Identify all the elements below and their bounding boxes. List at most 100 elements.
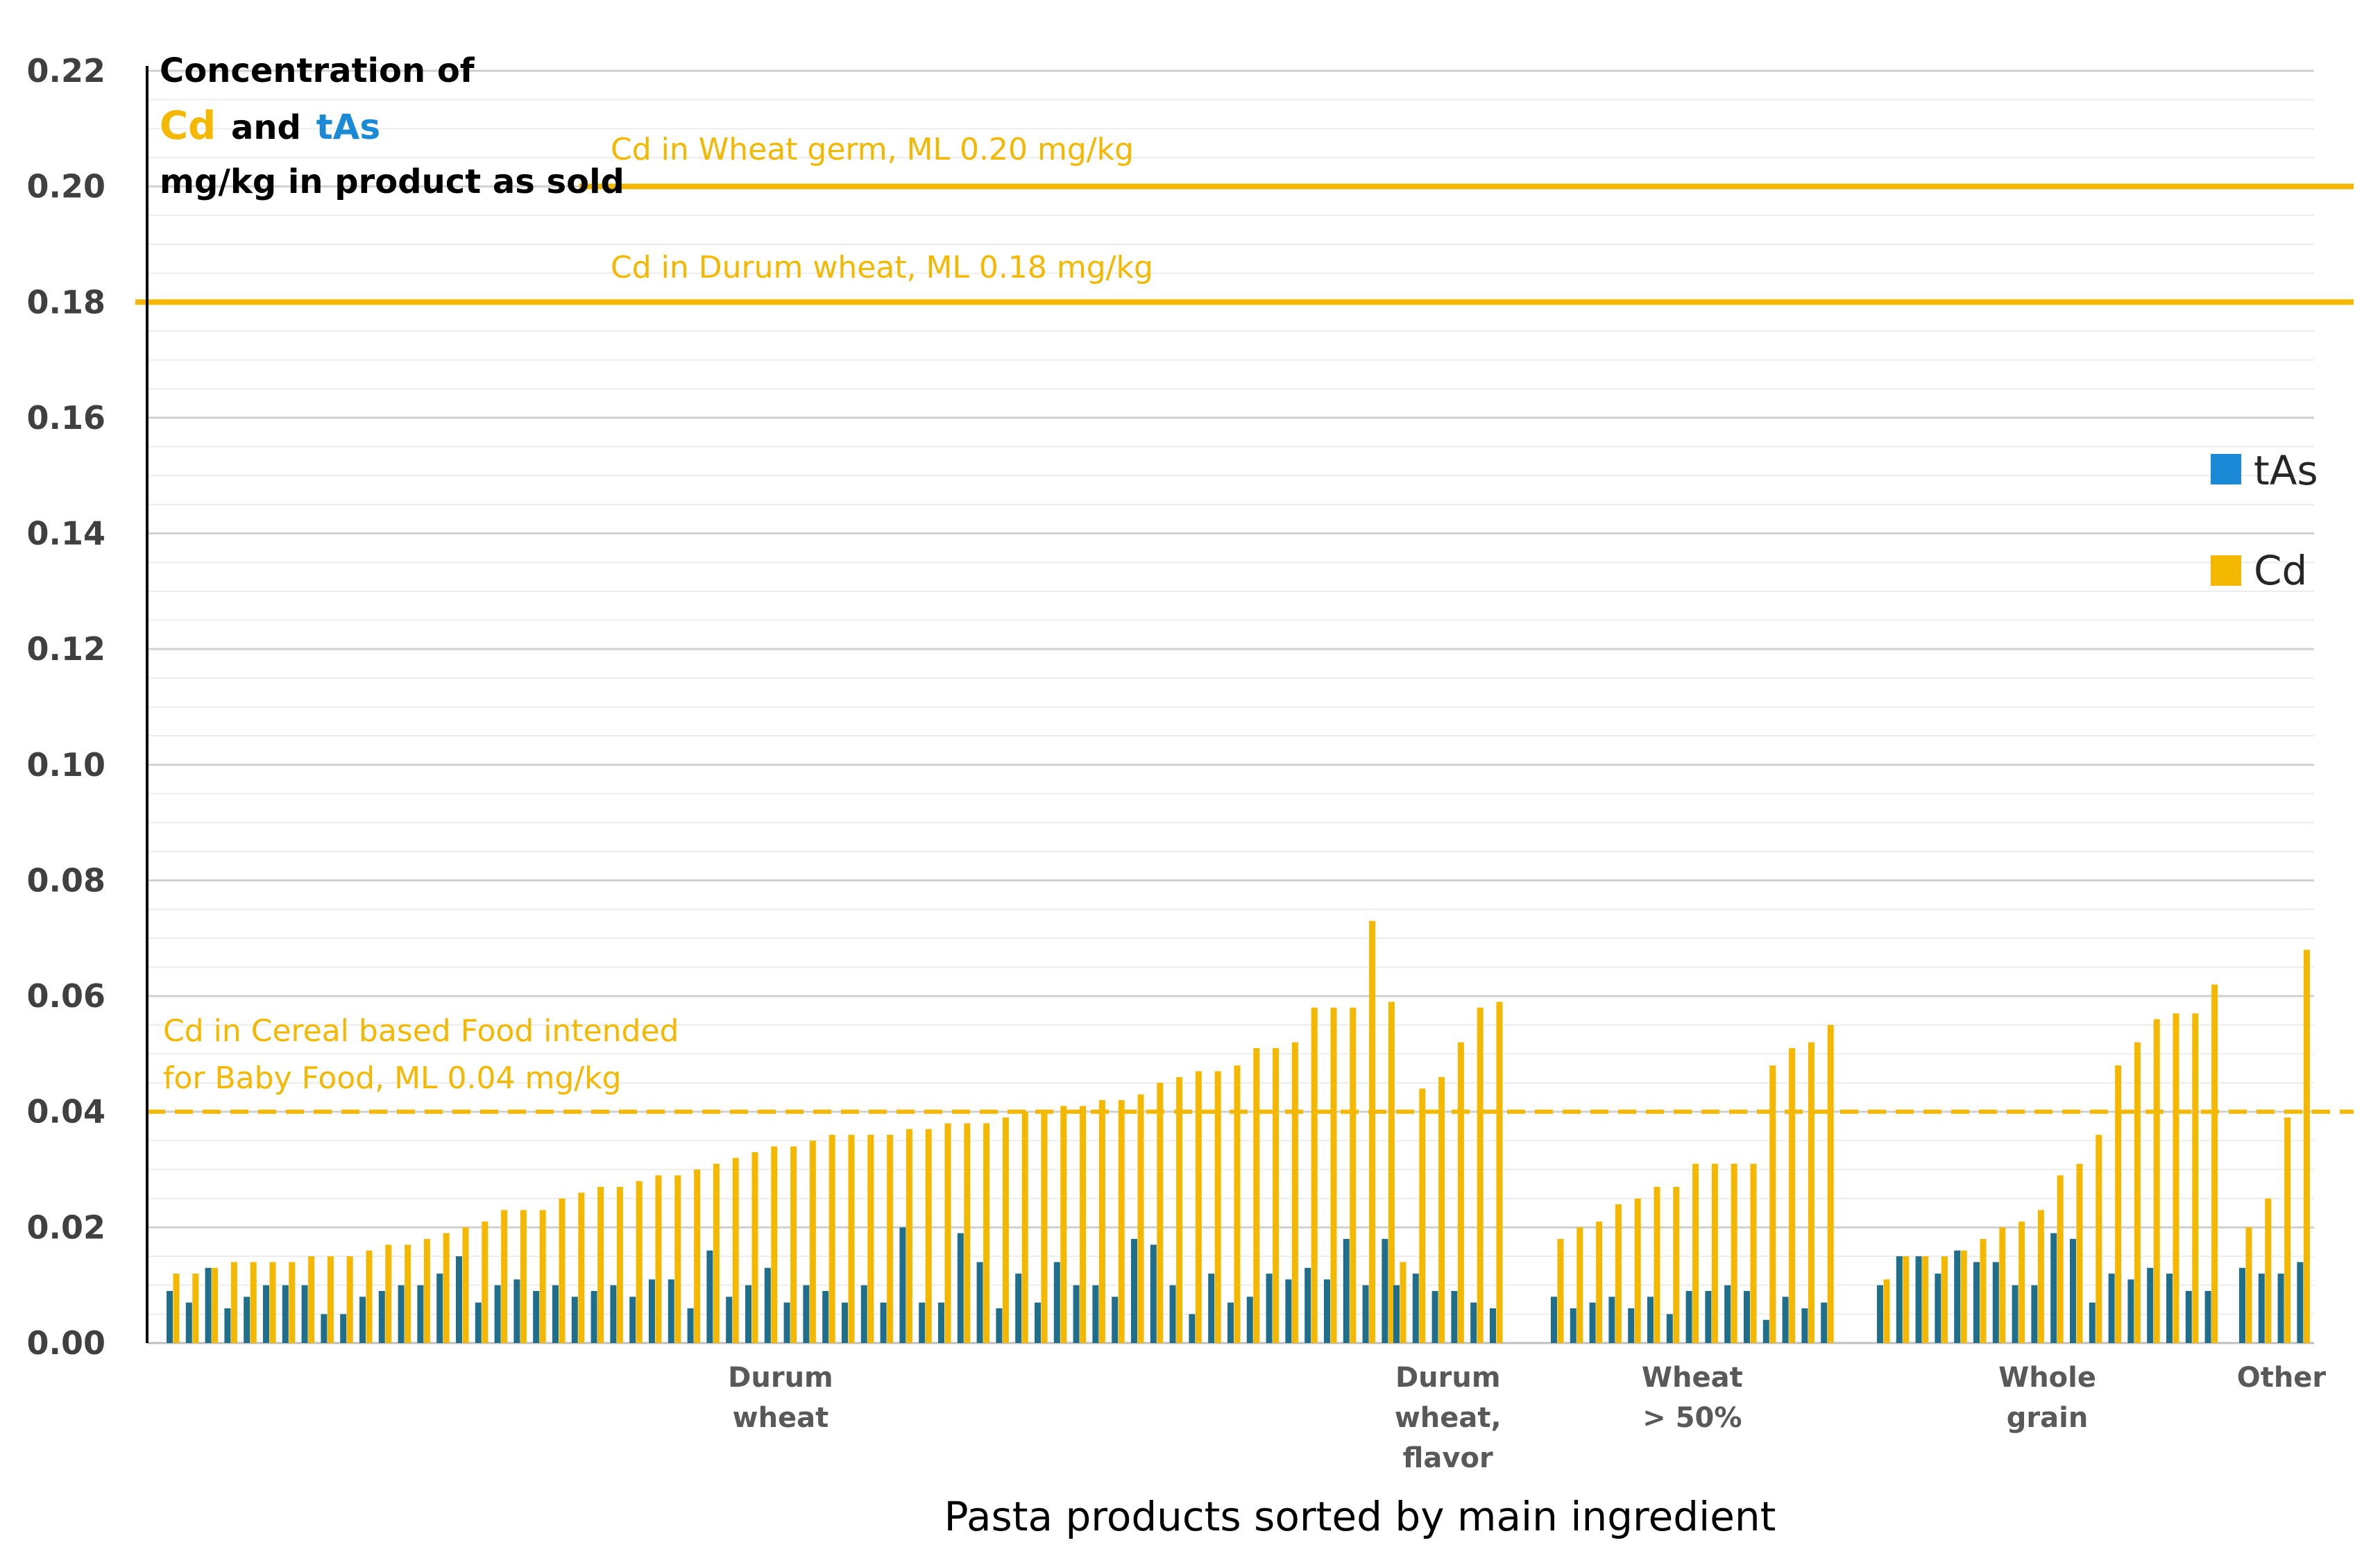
bar-cd <box>1021 1111 1028 1343</box>
bar-tas <box>1589 1302 1596 1343</box>
bar-cd <box>1369 920 1376 1343</box>
bar-tas <box>2185 1291 2192 1343</box>
bar-cd <box>1673 1187 1680 1343</box>
category-label: > 50% <box>1642 1402 1742 1434</box>
bar-cd <box>1098 1100 1105 1343</box>
bar-tas <box>1393 1285 1400 1343</box>
bar-tas <box>610 1285 617 1343</box>
bar-cd <box>1438 1077 1445 1343</box>
legend-tas-swatch <box>2211 454 2241 484</box>
bar-cd <box>674 1175 681 1343</box>
bar-cd <box>1419 1088 1426 1343</box>
bar-tas <box>1628 1308 1635 1343</box>
bar-cd <box>2303 949 2310 1343</box>
bar-cd <box>1002 1117 1009 1343</box>
x-axis-title: Pasta products sorted by main ingredient <box>944 1493 1776 1540</box>
bar-tas <box>1666 1314 1673 1343</box>
y-tick-label: 0.04 <box>27 1093 106 1131</box>
bar-tas <box>1570 1308 1576 1343</box>
bar-tas <box>1304 1267 1311 1343</box>
bar-cd <box>1273 1048 1280 1343</box>
bar-cd <box>2211 984 2218 1343</box>
bar-cd <box>751 1152 758 1343</box>
title-line2: Cd and tAs <box>160 103 380 149</box>
bar-tas <box>1382 1239 1388 1343</box>
bar-tas <box>571 1297 578 1343</box>
bar-group <box>1551 1024 1834 1343</box>
bar-tas <box>764 1267 771 1343</box>
bar-tas <box>822 1291 829 1343</box>
bar-tas <box>919 1302 926 1343</box>
bar-tas <box>436 1274 443 1343</box>
bar-tas <box>1343 1239 1350 1343</box>
bar-cd <box>713 1163 720 1343</box>
bar-tas <box>1915 1256 1922 1343</box>
ref-label-baby-food-line2: for Baby Food, ML 0.04 mg/kg <box>163 1061 622 1096</box>
y-tick-label: 0.22 <box>27 52 106 90</box>
bar-cd <box>867 1135 874 1343</box>
bar-tas <box>996 1308 1003 1343</box>
bar-cd <box>308 1256 315 1343</box>
bar-tas <box>1246 1297 1253 1343</box>
bar-tas <box>1131 1239 1137 1343</box>
y-tick-label: 0.02 <box>27 1208 106 1246</box>
bar-tas <box>1954 1250 1961 1343</box>
bar-tas <box>706 1250 713 1343</box>
bar-cd <box>2173 1013 2179 1343</box>
bar-tas <box>976 1262 983 1343</box>
bar-cd <box>539 1210 546 1343</box>
bar-tas <box>1877 1285 1883 1343</box>
bar-tas <box>282 1285 289 1343</box>
bar-tas <box>1821 1302 1828 1343</box>
category-label: flavor <box>1403 1442 1493 1474</box>
bar-cd <box>1214 1071 1221 1343</box>
bar-tas <box>340 1314 347 1343</box>
bar-cd <box>2096 1135 2102 1343</box>
reference-lines <box>135 183 2354 1114</box>
bar-cd <box>906 1129 912 1343</box>
bar-cd <box>732 1158 739 1343</box>
bar-tas <box>167 1291 173 1343</box>
bar-tas <box>1431 1291 1438 1343</box>
bar-cd <box>2245 1227 2252 1343</box>
bar-cd <box>944 1123 951 1343</box>
bar-cd <box>327 1256 334 1343</box>
bar-cd <box>828 1135 835 1343</box>
title-and: and <box>219 108 312 147</box>
category-label: Durum <box>728 1362 833 1394</box>
bar-cd <box>1253 1048 1260 1343</box>
bar-cd <box>1234 1065 1241 1343</box>
bar-cd <box>1615 1204 1622 1343</box>
bar-cd <box>346 1256 353 1343</box>
bar-cd <box>1080 1106 1087 1343</box>
bar-tas <box>1762 1319 1769 1343</box>
bar-tas <box>2258 1274 2265 1343</box>
bar-cd <box>790 1146 797 1343</box>
bar-cd <box>1137 1094 1144 1343</box>
bar-tas <box>2277 1274 2284 1343</box>
y-tick-label: 0.14 <box>27 515 106 552</box>
bar-tas <box>2089 1302 2096 1343</box>
bar-tas <box>1992 1262 1999 1343</box>
bar-tas <box>301 1285 308 1343</box>
category-label: wheat <box>733 1402 829 1434</box>
bar-cd <box>482 1222 488 1343</box>
bar-cd <box>289 1262 296 1343</box>
bar-cd <box>1941 1256 1948 1343</box>
bar-tas <box>552 1285 559 1343</box>
bar-cd <box>809 1140 816 1343</box>
bar-tas <box>1705 1291 1712 1343</box>
bar-tas <box>745 1285 751 1343</box>
title-line1: Concentration of <box>160 51 475 90</box>
bar-cd <box>1400 1262 1406 1343</box>
bar-cd <box>2057 1175 2064 1343</box>
bar-tas <box>2108 1274 2115 1343</box>
bar-cd <box>1291 1042 1298 1343</box>
bar-cd <box>655 1175 662 1343</box>
bar-tas <box>2147 1267 2154 1343</box>
y-tick-label: 0.06 <box>27 977 106 1015</box>
bar-tas <box>2031 1285 2038 1343</box>
bar-tas <box>1266 1274 1273 1343</box>
bar-tas <box>1362 1285 1369 1343</box>
y-tick-label: 0.08 <box>27 861 106 899</box>
